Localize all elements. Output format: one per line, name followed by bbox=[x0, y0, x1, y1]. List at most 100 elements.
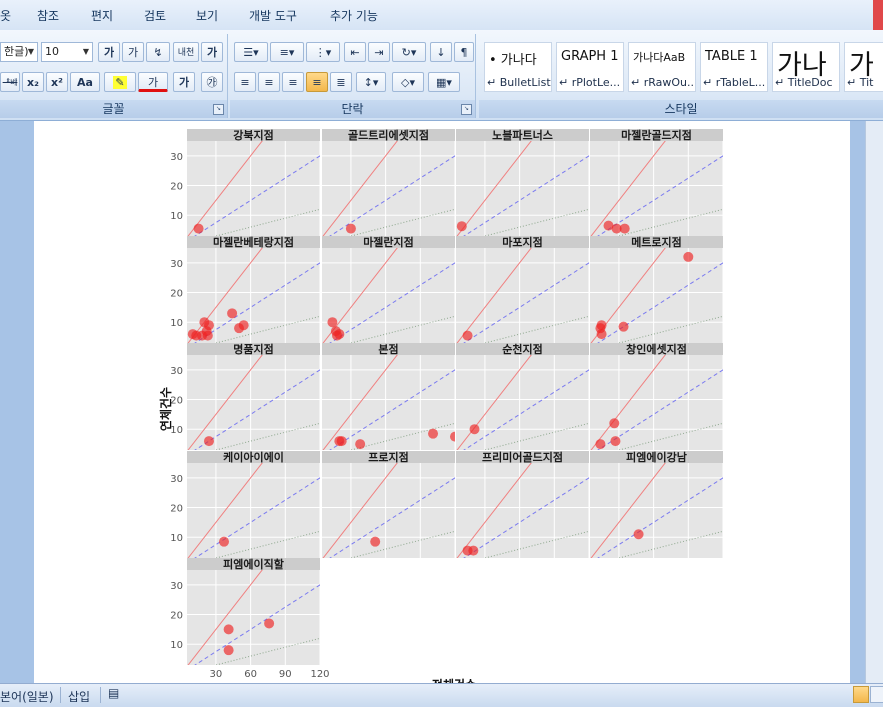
facet-panel: 메트로지점 bbox=[590, 235, 724, 343]
panel-plot bbox=[456, 355, 589, 450]
shading-icon[interactable]: ◇▾ bbox=[392, 72, 424, 92]
superscript-button[interactable]: x² bbox=[46, 72, 68, 92]
menu-view[interactable]: 보기 bbox=[196, 9, 219, 23]
menu-review[interactable]: 검토 bbox=[144, 9, 167, 23]
decrease-indent-icon[interactable]: ⇤ bbox=[344, 42, 366, 62]
menu-references[interactable]: 참조 bbox=[37, 9, 60, 23]
strikethrough-button[interactable]: ᆥᄇᆥ bbox=[0, 72, 20, 92]
style-rtablelegend[interactable]: TABLE 1 ↵ rTableL... bbox=[700, 42, 768, 92]
data-point bbox=[355, 439, 366, 450]
menu-mailings[interactable]: 편지 bbox=[91, 9, 114, 23]
ribbon: 한글) ▼ 10 ▼ 가 가 ↯ 내천 가 ᆥᄇᆥ x₂ x² Aa ✎ 가 가… bbox=[0, 30, 883, 121]
font-color-button[interactable]: 가 bbox=[138, 72, 168, 92]
dialog-launcher-icon[interactable]: ↘ bbox=[461, 104, 472, 115]
phonetic-guide-button[interactable]: 내천 bbox=[173, 42, 199, 62]
menu-addins[interactable]: 추가 기능 bbox=[330, 9, 378, 23]
style-rplotlegend[interactable]: GRAPH 1 ↵ rPlotLe... bbox=[556, 42, 624, 92]
enclose-char-icon[interactable]: ㉮ bbox=[201, 72, 223, 92]
align-left-icon[interactable]: ≡ bbox=[234, 72, 256, 92]
menu-developer[interactable]: 개발 도구 bbox=[249, 9, 297, 23]
insert-mode-status[interactable]: 삽입 bbox=[68, 690, 91, 704]
facet-strip bbox=[590, 451, 723, 463]
full-screen-reading-icon[interactable] bbox=[870, 686, 883, 703]
multilevel-list-icon[interactable]: ⋮▾ bbox=[306, 42, 340, 62]
numbering-icon[interactable]: ≡▾ bbox=[270, 42, 304, 62]
increase-indent-icon[interactable]: ⇥ bbox=[368, 42, 390, 62]
vertical-scrollbar[interactable] bbox=[865, 121, 883, 683]
style-title[interactable]: 가 ↵ Tit bbox=[844, 42, 883, 92]
reference-line bbox=[322, 355, 398, 450]
facet-title: 명품지점 bbox=[233, 342, 273, 356]
font-size-combo[interactable]: 10 ▼ bbox=[41, 42, 93, 62]
reference-line bbox=[194, 262, 320, 343]
data-point bbox=[336, 436, 347, 447]
sort-icon[interactable]: ↓ bbox=[430, 42, 452, 62]
reference-line bbox=[187, 570, 263, 665]
justify-icon[interactable]: ≡ bbox=[306, 72, 328, 92]
y-tick-label: 30 bbox=[170, 152, 183, 163]
bullets-icon[interactable]: ☰▾ bbox=[234, 42, 268, 62]
facet-strip bbox=[456, 343, 589, 355]
style-preview: GRAPH 1 bbox=[561, 49, 619, 64]
borders-icon[interactable]: ▦▾ bbox=[428, 72, 460, 92]
y-tick-label: 20 bbox=[170, 396, 183, 407]
language-status[interactable]: 본어(일본) bbox=[0, 690, 54, 704]
show-marks-icon[interactable]: ¶ bbox=[454, 42, 474, 62]
panel-background bbox=[187, 141, 320, 236]
reference-line bbox=[187, 141, 263, 236]
reference-line bbox=[329, 155, 455, 236]
data-point bbox=[334, 329, 345, 340]
dialog-launcher-icon[interactable]: ↘ bbox=[213, 104, 224, 115]
align-right-icon[interactable]: ≡ bbox=[282, 72, 304, 92]
data-point bbox=[610, 436, 621, 447]
print-layout-icon[interactable] bbox=[853, 686, 869, 703]
document-page[interactable]: 강북지점 10 20 30 골드트리에셋지점 노블파트너스 마젤란골드지점 마젤란베테랑지점 1… bbox=[34, 121, 850, 683]
menu-home[interactable]: 옷 bbox=[0, 9, 12, 23]
y-tick-label: 10 bbox=[170, 533, 183, 544]
clear-format-icon[interactable]: ↯ bbox=[146, 42, 170, 62]
status-bar: 본어(일본) 삽입 ▤ bbox=[0, 683, 883, 707]
y-tick-label: 20 bbox=[170, 289, 183, 300]
reference-line bbox=[463, 262, 589, 343]
shrink-font-button[interactable]: 가 bbox=[122, 42, 144, 62]
style-bulletlist[interactable]: • 가나다 ↵ BulletList bbox=[484, 42, 552, 92]
x-tick-label: 120 bbox=[310, 669, 329, 680]
facet-panel: 피엠에이강남 bbox=[590, 450, 724, 558]
distribute-icon[interactable]: ≣ bbox=[330, 72, 352, 92]
facet-title: 순천지점 bbox=[502, 342, 542, 356]
facet-panel: 마젤란지점 bbox=[322, 235, 456, 343]
facet-panel: 피엠에이직할 bbox=[187, 557, 321, 665]
font-name-value: 한글) bbox=[4, 45, 29, 58]
facet-strip bbox=[590, 236, 723, 248]
reference-line bbox=[597, 477, 723, 558]
change-case-button[interactable]: Aa bbox=[70, 72, 100, 92]
char-shading-button[interactable]: 가 bbox=[173, 72, 195, 92]
grow-font-button[interactable]: 가 bbox=[98, 42, 120, 62]
reference-line bbox=[187, 463, 263, 558]
reference-line bbox=[329, 262, 455, 343]
font-name-combo[interactable]: 한글) ▼ bbox=[0, 42, 38, 62]
panel-plot bbox=[187, 141, 320, 236]
facet-title: 피엠에이직할 bbox=[223, 557, 284, 571]
sort-direction-icon[interactable]: ↻▾ bbox=[392, 42, 426, 62]
panel-background bbox=[590, 248, 723, 343]
data-point bbox=[611, 223, 622, 234]
line-spacing-icon[interactable]: ↕▾ bbox=[356, 72, 386, 92]
data-point bbox=[203, 436, 214, 447]
data-point bbox=[596, 329, 607, 340]
highlight-button[interactable]: ✎ bbox=[104, 72, 136, 92]
style-rrawoutput[interactable]: 가나다AaB ↵ rRawOu... bbox=[628, 42, 696, 92]
paragraph-group-label: 단락 bbox=[230, 100, 475, 118]
facet-panel: 노블파트너스 bbox=[456, 128, 590, 236]
align-center-icon[interactable]: ≡ bbox=[258, 72, 280, 92]
facet-panel: 강북지점 bbox=[187, 128, 321, 236]
y-tick-label: 30 bbox=[170, 474, 183, 485]
style-titledoc[interactable]: 가나 ↵ TitleDoc bbox=[772, 42, 840, 92]
font-size-value: 10 bbox=[45, 45, 59, 58]
subscript-button[interactable]: x₂ bbox=[22, 72, 44, 92]
macro-record-icon[interactable]: ▤ bbox=[108, 686, 120, 700]
x-tick-label: 60 bbox=[244, 669, 257, 680]
style-preview: TABLE 1 bbox=[705, 49, 758, 64]
char-border-button[interactable]: 가 bbox=[201, 42, 223, 62]
style-name: ↵ BulletList bbox=[487, 76, 551, 89]
